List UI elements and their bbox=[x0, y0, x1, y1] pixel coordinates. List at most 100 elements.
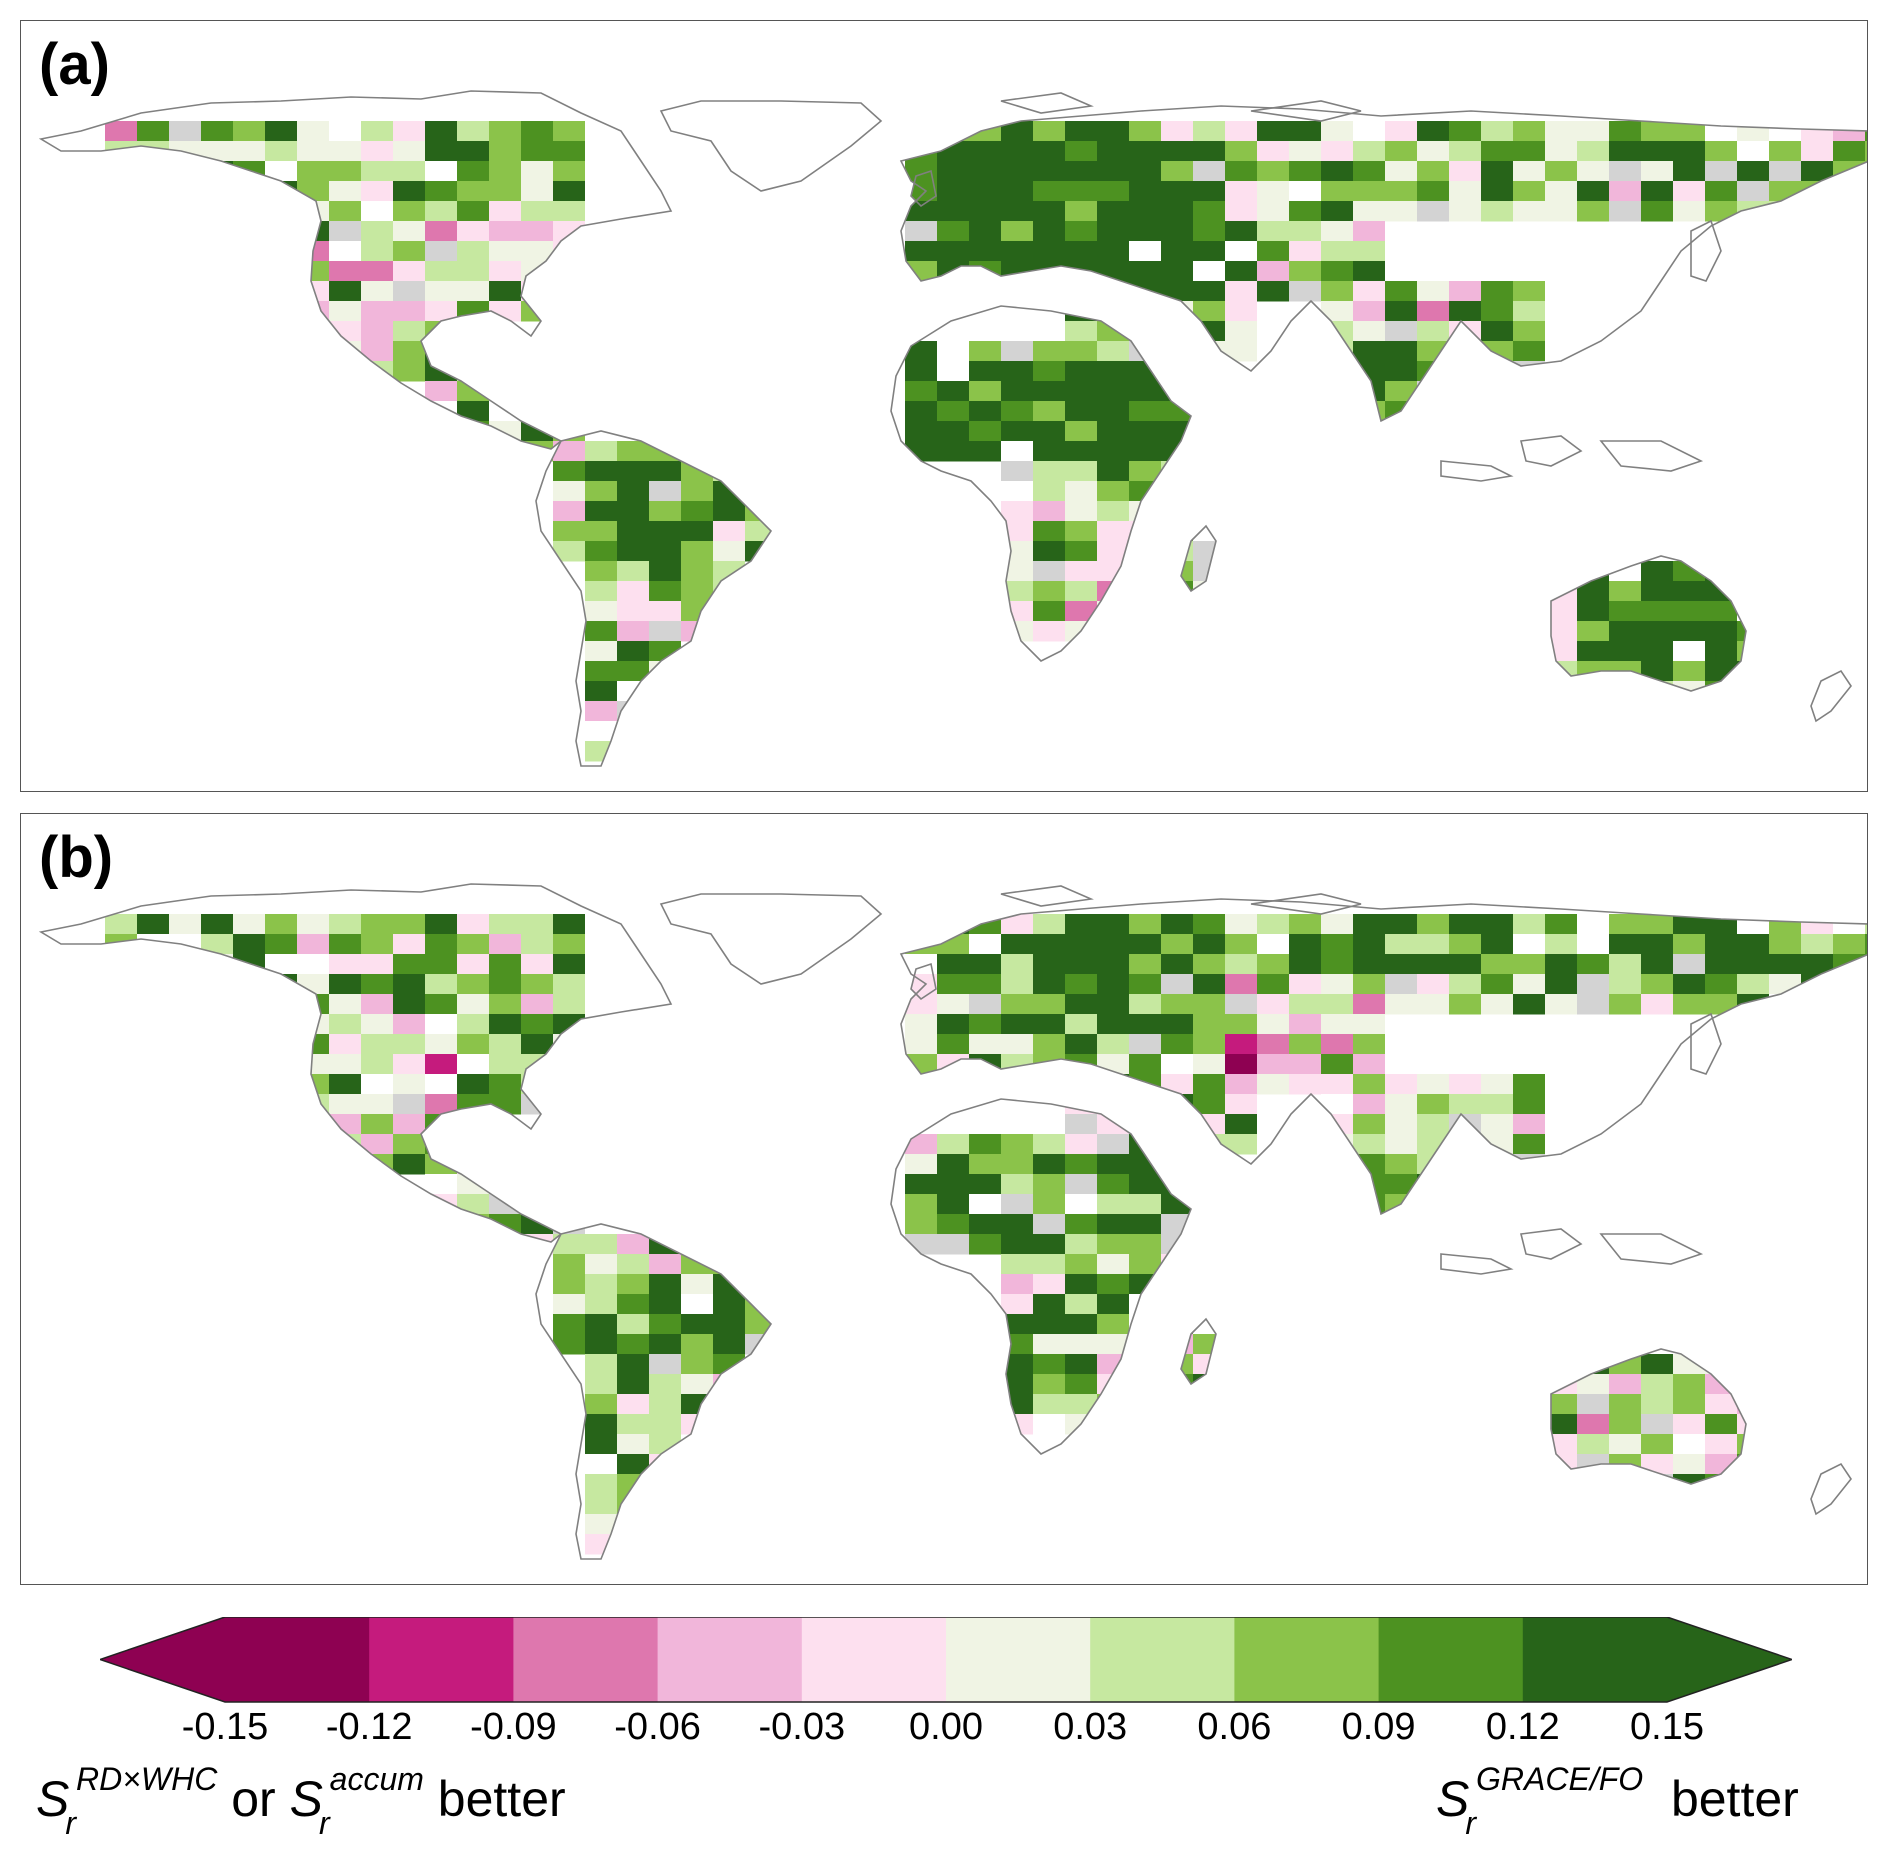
grid-cell bbox=[393, 221, 425, 242]
grid-cell bbox=[1193, 954, 1225, 975]
grid-cell bbox=[1449, 401, 1481, 422]
grid-cell bbox=[393, 1034, 425, 1055]
grid-cell bbox=[265, 994, 297, 1015]
grid-cell bbox=[457, 1234, 489, 1255]
grid-cell bbox=[1225, 914, 1257, 935]
grid-cell bbox=[1097, 621, 1129, 642]
grid-cell bbox=[137, 914, 169, 935]
grid-cell bbox=[361, 1114, 393, 1135]
grid-cell bbox=[521, 121, 553, 142]
grid-cell bbox=[713, 561, 745, 582]
grid-cell bbox=[1001, 914, 1033, 935]
grid-cell bbox=[1193, 221, 1225, 242]
grid-cell bbox=[521, 281, 553, 302]
grid-cell bbox=[201, 994, 233, 1015]
grid-cell bbox=[745, 541, 777, 562]
grid-cell bbox=[1033, 601, 1065, 622]
grid-cell bbox=[1449, 954, 1481, 975]
legend-right-sub: r bbox=[1465, 1805, 1477, 1841]
grid-cell bbox=[425, 241, 457, 262]
grid-cell bbox=[585, 721, 617, 742]
grid-cell bbox=[1065, 321, 1097, 342]
grid-cell bbox=[1481, 994, 1513, 1015]
grid-cell bbox=[681, 1374, 713, 1395]
grid-cell bbox=[1385, 1074, 1417, 1095]
grid-cell bbox=[489, 441, 521, 462]
grid-cell bbox=[1705, 954, 1737, 975]
grid-cell bbox=[617, 741, 649, 762]
grid-cell bbox=[1513, 934, 1545, 955]
grid-cell bbox=[905, 401, 937, 422]
grid-cell bbox=[745, 461, 777, 482]
grid-cell bbox=[1641, 1374, 1673, 1395]
grid-cell bbox=[1417, 381, 1449, 402]
grid-cell bbox=[1161, 141, 1193, 162]
grid-cell bbox=[457, 341, 489, 362]
grid-cell bbox=[489, 1074, 521, 1095]
grid-cell bbox=[553, 181, 585, 202]
grid-cell bbox=[1001, 1294, 1033, 1315]
grid-cell bbox=[1769, 994, 1801, 1015]
grid-cell bbox=[425, 441, 457, 462]
grid-cell bbox=[425, 221, 457, 242]
grid-cell bbox=[1033, 141, 1065, 162]
grid-cell bbox=[1129, 1014, 1161, 1035]
grid-cell bbox=[937, 421, 969, 442]
grid-cell bbox=[1385, 994, 1417, 1015]
grid-cell bbox=[329, 161, 361, 182]
grid-cell bbox=[1097, 954, 1129, 975]
grid-cell bbox=[1481, 954, 1513, 975]
grid-cell bbox=[1513, 974, 1545, 995]
grid-cell bbox=[425, 161, 457, 182]
grid-cell bbox=[1033, 261, 1065, 282]
grid-cell bbox=[969, 141, 1001, 162]
grid-cell bbox=[649, 741, 681, 762]
grid-cell bbox=[553, 1074, 585, 1095]
grid-cell bbox=[1545, 661, 1577, 682]
grid-cell bbox=[1705, 201, 1737, 222]
grid-cell bbox=[585, 1434, 617, 1455]
grid-cell bbox=[1001, 1234, 1033, 1255]
grid-cell bbox=[1225, 1074, 1257, 1095]
grid-cell bbox=[713, 481, 745, 502]
grid-cell bbox=[1577, 1474, 1609, 1495]
grid-cell bbox=[1449, 361, 1481, 382]
grid-cell bbox=[585, 1394, 617, 1415]
grid-cell bbox=[1065, 1074, 1097, 1095]
grid-cell bbox=[1641, 974, 1673, 995]
grid-cell bbox=[1033, 1134, 1065, 1155]
grid-cell bbox=[553, 361, 585, 382]
grid-cell bbox=[1769, 914, 1801, 935]
grid-cell bbox=[1065, 461, 1097, 482]
grid-cell bbox=[1385, 381, 1417, 402]
grid-cell bbox=[1065, 1314, 1097, 1335]
grid-cell bbox=[1449, 441, 1481, 462]
grid-cell bbox=[1737, 934, 1769, 955]
grid-cell bbox=[1065, 181, 1097, 202]
grid-cell bbox=[1225, 974, 1257, 995]
grid-cell bbox=[617, 1394, 649, 1415]
grid-cell bbox=[937, 181, 969, 202]
grid-cell bbox=[1033, 1354, 1065, 1375]
grid-cell bbox=[617, 1434, 649, 1455]
grid-cell bbox=[617, 601, 649, 622]
grid-cell bbox=[1289, 281, 1321, 302]
grid-cell bbox=[617, 1374, 649, 1395]
grid-cell bbox=[969, 1154, 1001, 1175]
grid-cell bbox=[1321, 281, 1353, 302]
grid-cell bbox=[553, 1094, 585, 1115]
grid-cell bbox=[1449, 341, 1481, 362]
grid-cell bbox=[1353, 1034, 1385, 1055]
grid-cell bbox=[1321, 954, 1353, 975]
grid-cell bbox=[681, 1294, 713, 1315]
grid-cell bbox=[393, 361, 425, 382]
grid-cell bbox=[233, 934, 265, 955]
grid-cell bbox=[1065, 1354, 1097, 1375]
grid-cell bbox=[1577, 581, 1609, 602]
grid-cell bbox=[329, 934, 361, 955]
grid-cell bbox=[137, 181, 169, 202]
grid-cell bbox=[361, 994, 393, 1015]
grid-cell bbox=[1545, 1474, 1577, 1495]
grid-cell bbox=[681, 541, 713, 562]
grid-cell bbox=[1641, 621, 1673, 642]
